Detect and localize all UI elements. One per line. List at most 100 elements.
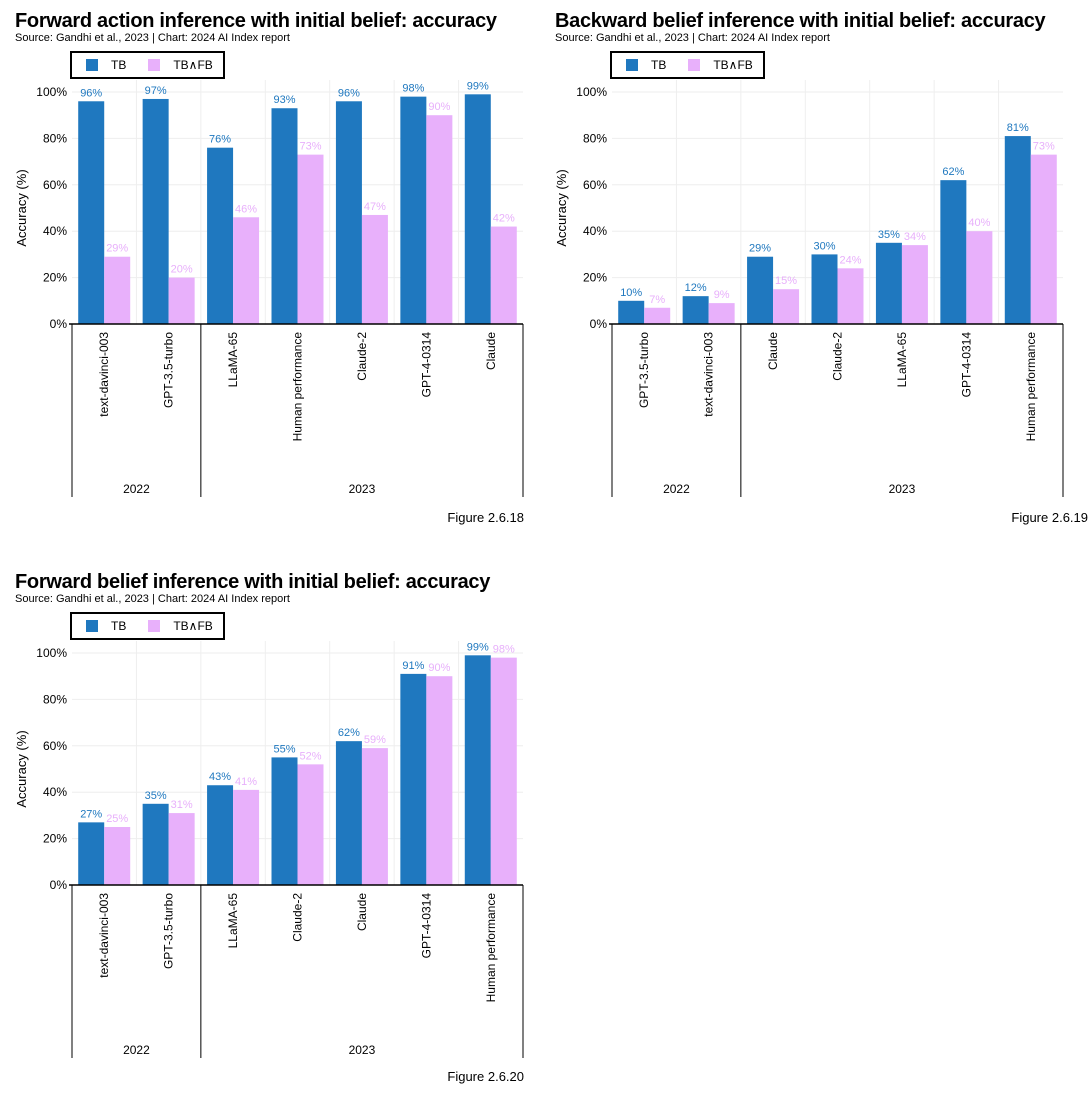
value-label: 42% xyxy=(493,213,515,225)
y-tick-label: 20% xyxy=(43,832,67,846)
x-tick-label: Claude-2 xyxy=(291,893,305,942)
bar-tb xyxy=(940,180,967,324)
bar-tbfb xyxy=(490,657,517,885)
bar-tb xyxy=(811,254,838,324)
bar-tb xyxy=(271,757,298,885)
value-label: 30% xyxy=(813,240,835,252)
bar-tbfb xyxy=(297,764,324,885)
chart-source: Source: Gandhi et al., 2023 | Chart: 202… xyxy=(15,593,290,605)
value-label: 25% xyxy=(106,813,128,825)
value-label: 99% xyxy=(467,80,489,92)
legend-swatch-tb xyxy=(86,59,98,71)
bar-tb xyxy=(78,822,105,885)
bar-tbfb xyxy=(104,827,131,885)
y-tick-label: 60% xyxy=(583,178,607,192)
value-label: 52% xyxy=(299,750,321,762)
group-label: 2023 xyxy=(889,482,916,496)
legend-label-tb: TB xyxy=(111,619,127,633)
x-tick-label: text-davinci-003 xyxy=(97,893,111,978)
bar-tbfb xyxy=(361,214,388,324)
group-label: 2023 xyxy=(349,482,376,496)
value-label: 76% xyxy=(209,134,231,146)
value-label: 15% xyxy=(775,275,797,287)
value-label: 73% xyxy=(299,141,321,153)
value-label: 98% xyxy=(493,644,515,656)
bar-tb xyxy=(1004,136,1031,324)
bar-tb xyxy=(207,785,234,885)
y-tick-label: 20% xyxy=(583,271,607,285)
value-label: 98% xyxy=(402,83,424,95)
group-label: 2022 xyxy=(123,1043,150,1057)
value-label: 10% xyxy=(620,287,642,299)
legend-swatch-tbfb xyxy=(688,59,701,71)
chart-source: Source: Gandhi et al., 2023 | Chart: 202… xyxy=(15,32,290,44)
figure-number: Figure 2.6.19 xyxy=(1011,510,1088,525)
bar-tbfb xyxy=(297,154,324,324)
bar-tbfb xyxy=(708,303,735,324)
value-label: 35% xyxy=(145,790,167,802)
value-label: 9% xyxy=(714,289,730,301)
x-tick-label: Human performance xyxy=(484,893,498,1003)
x-tick-label: text-davinci-003 xyxy=(702,332,716,417)
figure-number: Figure 2.6.18 xyxy=(447,510,524,525)
x-tick-label: LLaMA-65 xyxy=(895,332,909,388)
group-label: 2022 xyxy=(123,482,150,496)
x-tick-label: Claude-2 xyxy=(831,332,845,381)
legend-item-tbfb: TB∧FB xyxy=(148,58,213,72)
chart-source: Source: Gandhi et al., 2023 | Chart: 202… xyxy=(555,32,830,44)
bar-chart: 0% 20% 40% 60% 80% 100% Accuracy (%) 10% 7% GPT-3… xyxy=(554,80,1064,497)
x-tick-label: Claude xyxy=(484,332,498,370)
x-tick-label: GPT-3.5-turbo xyxy=(637,332,651,408)
bar-tbfb xyxy=(426,676,453,885)
legend-item-tb: TB xyxy=(86,58,126,72)
value-label: 20% xyxy=(171,264,193,276)
value-label: 90% xyxy=(428,101,450,113)
y-tick-label: 80% xyxy=(43,692,67,706)
value-label: 40% xyxy=(968,217,990,229)
value-label: 24% xyxy=(839,254,861,266)
bar-tbfb xyxy=(490,226,517,324)
x-tick-label: GPT-4-0314 xyxy=(419,332,433,398)
legend-label-tb: TB xyxy=(651,58,667,72)
legend-label-tb: TB xyxy=(111,58,127,72)
legend-swatch-tbfb xyxy=(148,59,161,71)
bar-tb xyxy=(400,673,427,885)
value-label: 34% xyxy=(904,231,926,243)
value-label: 59% xyxy=(364,734,386,746)
bar-tbfb xyxy=(104,256,131,324)
chart-panel-backward-belief: Backward belief inference with initial b… xyxy=(554,10,1088,530)
bar-tb xyxy=(142,98,169,325)
bar-tbfb xyxy=(233,217,260,324)
bar-tb xyxy=(464,94,491,324)
bar-tb xyxy=(271,108,298,325)
bar-tbfb xyxy=(426,115,453,324)
chart-legend: TB TB∧FB xyxy=(70,612,225,640)
x-tick-label: LLaMA-65 xyxy=(226,332,240,388)
x-tick-label: LLaMA-65 xyxy=(226,893,240,949)
group-label: 2022 xyxy=(663,482,690,496)
y-tick-label: 0% xyxy=(50,878,68,892)
y-axis-label: Accuracy (%) xyxy=(14,730,29,807)
x-tick-label: Claude xyxy=(355,893,369,931)
chart-panel-forward-belief: Forward belief inference with initial be… xyxy=(14,571,545,1091)
chart-title: Backward belief inference with initial b… xyxy=(555,10,1046,32)
x-tick-label: GPT-4-0314 xyxy=(959,332,973,398)
bar-tb xyxy=(875,242,902,324)
legend-label-tbfb: TB∧FB xyxy=(173,619,213,633)
bar-tb xyxy=(682,296,709,324)
legend-swatch-tbfb xyxy=(148,620,161,632)
value-label: 81% xyxy=(1007,122,1029,134)
value-label: 35% xyxy=(878,229,900,241)
y-tick-label: 40% xyxy=(43,785,67,799)
x-tick-label: GPT-3.5-turbo xyxy=(162,893,176,969)
y-tick-label: 20% xyxy=(43,271,67,285)
y-tick-label: 60% xyxy=(43,178,67,192)
bar-tb xyxy=(335,741,362,885)
x-tick-label: Claude xyxy=(766,332,780,370)
chart-title: Forward action inference with initial be… xyxy=(15,10,497,32)
bar-tbfb xyxy=(901,245,928,324)
bar-tb xyxy=(747,256,774,324)
x-tick-label: Claude-2 xyxy=(355,332,369,381)
value-label: 29% xyxy=(749,243,771,255)
y-tick-label: 40% xyxy=(43,224,67,238)
